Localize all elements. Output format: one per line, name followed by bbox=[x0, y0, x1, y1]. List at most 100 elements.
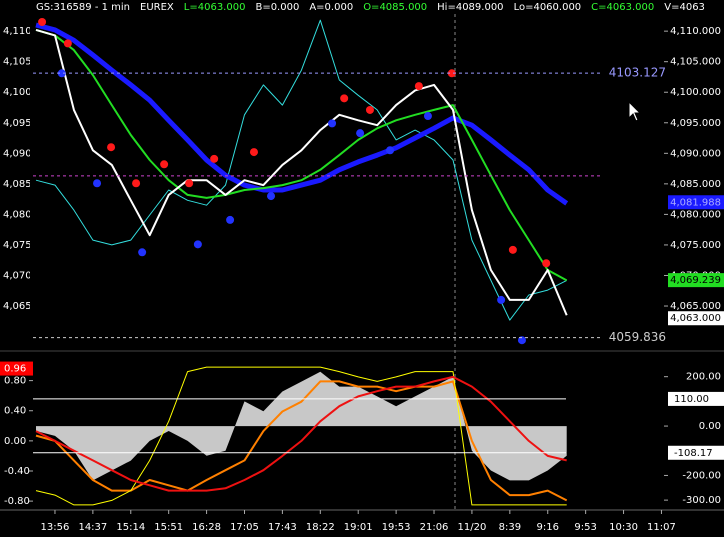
level-box bbox=[668, 445, 724, 460]
y-tick-label: 4,095.000 bbox=[670, 118, 721, 129]
signal-dot bbox=[226, 215, 235, 224]
signal-dot bbox=[328, 119, 337, 128]
header-field: GS:316589 - 1 min bbox=[36, 2, 131, 13]
signal-dot bbox=[38, 17, 47, 26]
level-box bbox=[668, 391, 724, 406]
left-tick-label: 4,090.000 bbox=[3, 148, 54, 159]
x-tick-label: 9:53 bbox=[574, 522, 596, 533]
header-field: A=0.000 bbox=[309, 2, 354, 13]
y-tick-label: 200.00 bbox=[686, 372, 721, 383]
signal-dot bbox=[138, 248, 147, 257]
level-label: 4059.836 bbox=[609, 330, 666, 344]
y-tick-label: 4,100.000 bbox=[670, 87, 721, 98]
signal-dot bbox=[386, 146, 395, 155]
price-label: 4,063.000 bbox=[670, 313, 721, 324]
left-axis: 4,110.000 4,105.000 4,100.000 4,095.000 4,09… bbox=[3, 26, 54, 312]
line bbox=[35, 19, 567, 321]
y2-tick-label: 0.00 bbox=[4, 436, 26, 447]
signal-dot bbox=[57, 69, 66, 78]
signal-dot bbox=[93, 179, 102, 188]
x-tick-label: 19:01 bbox=[344, 522, 373, 533]
signal-dot bbox=[356, 129, 365, 138]
signal-dot bbox=[517, 336, 526, 345]
signal-dot bbox=[542, 259, 551, 268]
line bbox=[35, 28, 568, 316]
price-box bbox=[668, 195, 724, 210]
left-tick-label: 4,075.000 bbox=[3, 240, 54, 251]
y-tick-label: 4,075.000 bbox=[670, 240, 721, 251]
x-tick-label: 18:22 bbox=[306, 522, 335, 533]
y-tick-label: -300.00 bbox=[682, 495, 721, 506]
line bbox=[35, 22, 568, 206]
x-tick-label: 16:28 bbox=[192, 522, 221, 533]
y2-marker-box bbox=[0, 361, 33, 376]
header: GS:316589 - 1 min EUREX L=4063.000 B=0.000 A… bbox=[36, 1, 715, 14]
level-label: 110.00 bbox=[674, 394, 709, 405]
header-field: B=0.000 bbox=[255, 2, 300, 13]
signal-dot bbox=[185, 179, 194, 188]
signal-dot bbox=[210, 154, 219, 163]
signal-dot bbox=[414, 82, 423, 91]
y-tick-label: 4,085.000 bbox=[670, 179, 721, 190]
left-tick-label: 4,080.000 bbox=[3, 209, 54, 220]
signal-dot bbox=[447, 69, 456, 78]
signal-dot bbox=[63, 39, 72, 48]
header-field: V=4063 bbox=[664, 2, 705, 13]
signal-dot bbox=[193, 240, 202, 249]
left-tick-label: 4,100.000 bbox=[3, 87, 54, 98]
signal-dot bbox=[423, 112, 432, 121]
line bbox=[35, 366, 567, 506]
y2-tick-label: 0.80 bbox=[4, 376, 26, 387]
price-box bbox=[668, 273, 724, 288]
x-tick-label: 8:39 bbox=[499, 522, 521, 533]
x-tick-label: 14:37 bbox=[78, 522, 107, 533]
x-tick-label: 19:53 bbox=[382, 522, 411, 533]
x-tick-label: 17:05 bbox=[230, 522, 259, 533]
signal-dot bbox=[508, 245, 517, 254]
x-tick-label: 11:07 bbox=[647, 522, 676, 533]
signal-dot bbox=[340, 94, 349, 103]
x-tick-label: 13:56 bbox=[41, 522, 70, 533]
x-tick-label: 15:51 bbox=[154, 522, 183, 533]
signal-dot bbox=[132, 179, 141, 188]
header-field: L=4063.000 bbox=[183, 2, 246, 13]
y-tick-label: 0.00 bbox=[699, 421, 721, 432]
header-field: EUREX bbox=[140, 2, 174, 13]
x-tick-label: 9:16 bbox=[537, 522, 559, 533]
left-tick-label: 4,070.000 bbox=[3, 270, 54, 281]
x-tick-label: 15:14 bbox=[116, 522, 145, 533]
level-label: -108.17 bbox=[674, 448, 713, 459]
axes: 4,110.000 4,105.000 4,100.000 4,095.000 4,09… bbox=[0, 26, 724, 533]
x-tick-label: 10:30 bbox=[609, 522, 638, 533]
signal-dot bbox=[267, 192, 276, 201]
line bbox=[35, 380, 568, 502]
left-tick-label: 4,065.000 bbox=[3, 301, 54, 312]
header-field: O=4085.000 bbox=[363, 2, 428, 13]
price-label: 4,069.239 bbox=[670, 275, 721, 286]
y-tick-label: 4,105.000 bbox=[670, 57, 721, 68]
signal-dot bbox=[365, 105, 374, 114]
left-tick-label: 4,085.000 bbox=[3, 179, 54, 190]
y-tick-label: 4,110.000 bbox=[670, 26, 721, 37]
y2-tick-label: -0.80 bbox=[4, 496, 30, 507]
left-tick-label: 4,095.000 bbox=[3, 118, 54, 129]
x-tick-label: 11/20 bbox=[458, 522, 487, 533]
signal-dot bbox=[107, 143, 116, 152]
y-tick-label: -200.00 bbox=[682, 470, 721, 481]
y-tick-label: 4,090.000 bbox=[670, 148, 721, 159]
y-tick-label: 4,065.000 bbox=[670, 301, 721, 312]
header-field: C=4063.000 bbox=[591, 2, 655, 13]
header-field: Lo=4060.000 bbox=[513, 2, 582, 13]
header-field: Hi=4089.000 bbox=[437, 2, 504, 13]
y2-tick-label: 0.40 bbox=[4, 406, 26, 417]
signal-dot bbox=[249, 148, 258, 157]
signal-dot bbox=[160, 160, 169, 169]
left-tick-label: 4,110.000 bbox=[3, 26, 54, 37]
x-tick-label: 21:06 bbox=[420, 522, 449, 533]
y2-marker-label: 0.96 bbox=[4, 364, 26, 375]
price-plot bbox=[35, 17, 568, 345]
line bbox=[35, 375, 567, 492]
price-box bbox=[668, 311, 724, 326]
